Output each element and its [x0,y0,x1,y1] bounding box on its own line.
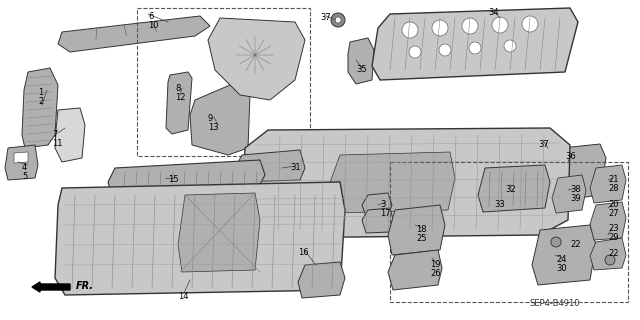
Circle shape [541,141,555,155]
Text: 14: 14 [178,292,189,301]
Polygon shape [58,16,210,52]
Circle shape [504,40,516,52]
Text: 22: 22 [570,240,580,249]
Text: 22: 22 [608,249,618,258]
Text: 31: 31 [290,163,301,172]
Polygon shape [552,175,586,213]
Text: 29: 29 [608,233,618,242]
FancyArrow shape [32,282,70,292]
Circle shape [331,13,345,27]
Polygon shape [590,165,626,203]
Text: 38: 38 [570,185,580,194]
Text: 20: 20 [608,200,618,209]
Polygon shape [5,145,38,180]
Text: 2: 2 [38,97,44,106]
Polygon shape [178,193,260,272]
Text: 24: 24 [556,255,566,264]
Polygon shape [328,152,455,213]
Circle shape [462,18,478,34]
Polygon shape [388,205,445,255]
Text: SEP4-B4910: SEP4-B4910 [530,299,580,308]
Circle shape [409,46,421,58]
Polygon shape [166,72,192,134]
Text: 11: 11 [52,139,63,148]
Polygon shape [108,160,265,196]
Polygon shape [372,8,578,80]
Text: 33: 33 [494,200,505,209]
Polygon shape [478,165,550,212]
Text: FR.: FR. [76,281,94,291]
Text: 32: 32 [505,185,516,194]
Text: 6: 6 [148,12,154,21]
Text: 25: 25 [416,234,426,243]
Text: 36: 36 [565,152,576,161]
Circle shape [492,17,508,33]
Polygon shape [362,208,394,233]
Text: 9: 9 [208,114,213,123]
Text: 7: 7 [52,130,58,139]
Text: 12: 12 [175,93,186,102]
Text: 16: 16 [298,248,308,257]
Circle shape [335,17,341,23]
Polygon shape [190,85,250,155]
Text: 21: 21 [608,175,618,184]
Text: 35: 35 [356,65,367,74]
Text: 15: 15 [168,175,179,184]
Text: 5: 5 [22,172,28,181]
Text: 18: 18 [416,225,427,234]
Text: 17: 17 [380,209,390,218]
Circle shape [469,42,481,54]
Circle shape [545,145,551,151]
Circle shape [522,16,538,32]
Text: 39: 39 [570,194,580,203]
Polygon shape [388,250,442,290]
Polygon shape [590,238,626,270]
Polygon shape [235,150,305,182]
Text: 23: 23 [608,224,619,233]
Circle shape [605,255,615,265]
Text: 34: 34 [488,8,499,17]
Polygon shape [362,193,392,216]
Text: 3: 3 [380,200,385,209]
Text: 37: 37 [538,140,548,149]
Polygon shape [55,108,85,162]
Polygon shape [590,202,626,240]
Circle shape [402,22,418,38]
Text: 30: 30 [556,264,566,273]
Circle shape [551,237,561,247]
Polygon shape [298,262,345,298]
Polygon shape [348,38,374,84]
Text: 4: 4 [22,163,28,172]
Polygon shape [242,128,570,238]
Polygon shape [532,225,596,285]
Text: 19: 19 [430,260,440,269]
Polygon shape [55,182,345,295]
Polygon shape [22,68,58,148]
Polygon shape [556,144,606,200]
Text: 28: 28 [608,184,619,193]
Polygon shape [14,152,28,163]
Circle shape [439,44,451,56]
Text: 8: 8 [175,84,180,93]
Text: 26: 26 [430,269,440,278]
Text: 13: 13 [208,123,219,132]
Text: 10: 10 [148,21,159,30]
Text: 1: 1 [38,88,44,97]
Circle shape [432,20,448,36]
Polygon shape [208,18,305,100]
Text: 27: 27 [608,209,619,218]
Text: 37: 37 [320,13,331,22]
